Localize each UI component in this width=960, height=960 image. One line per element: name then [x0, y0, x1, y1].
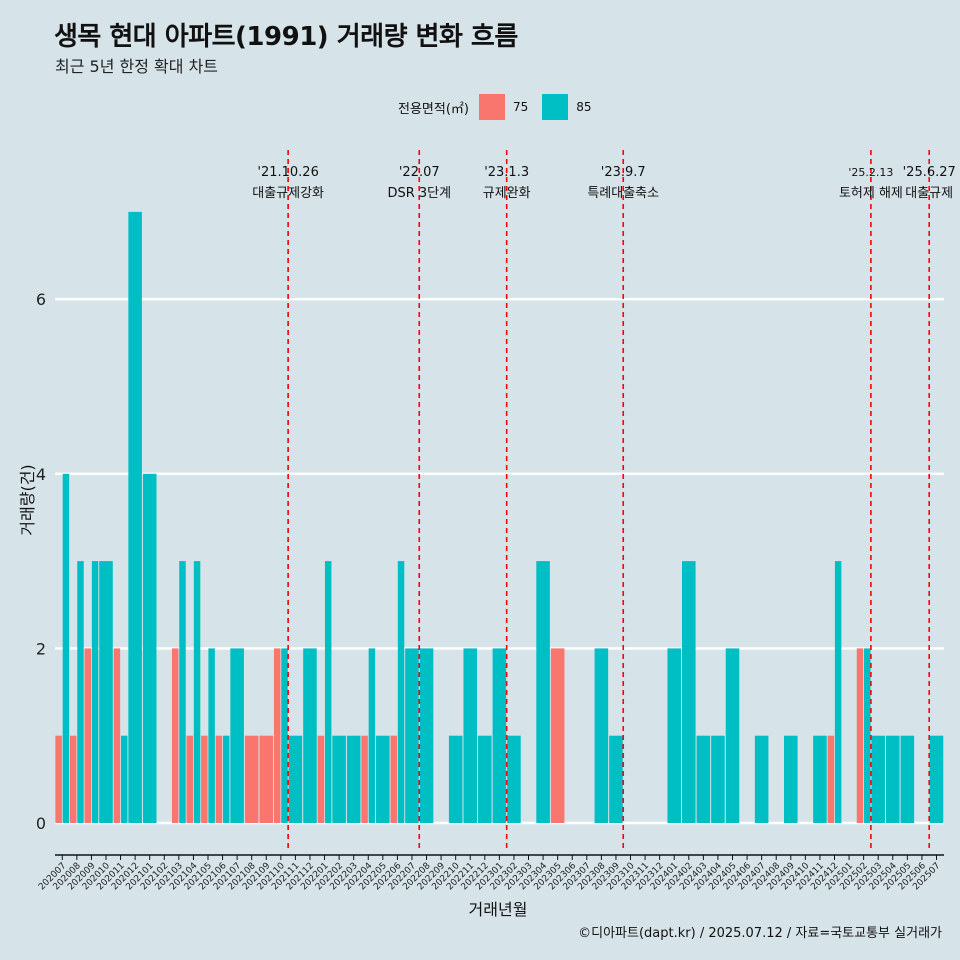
- bar-202504-85: [885, 735, 900, 823]
- event-date-1: '22.07: [399, 165, 440, 180]
- bar-202503-85: [871, 735, 885, 823]
- event-label-3: 특례대출축소: [587, 186, 659, 201]
- bar-202009-75: [84, 648, 92, 823]
- bar-202201-75: [317, 735, 325, 823]
- bar-202104-75: [186, 735, 194, 823]
- bar-202405-85: [725, 648, 740, 823]
- legend-label-85: 85: [576, 100, 592, 114]
- event-date-3: '23.9.7: [601, 165, 646, 180]
- bar-202103-75: [171, 648, 179, 823]
- bar-202212-85: [478, 735, 492, 823]
- y-tick-label-0: 0: [36, 814, 46, 833]
- bar-202008-85: [77, 561, 84, 823]
- bar-202205-85: [376, 735, 390, 823]
- bar-202206-85: [397, 561, 405, 823]
- bar-202301-85: [492, 648, 507, 823]
- legend: 전용면적(㎡) 75 85: [398, 92, 606, 122]
- bar-202008-75: [69, 735, 77, 823]
- event-date-4: '25.2.13: [848, 166, 893, 179]
- bar-202202-85: [332, 735, 346, 823]
- chart-title: 생목 현대 아파트(1991) 거래량 변화 흐름: [54, 22, 518, 52]
- bar-202111-85: [288, 735, 303, 823]
- y-axis-title: 거래량(건): [18, 464, 37, 535]
- y-tick-label-2: 2: [36, 639, 46, 658]
- y-tick-label-4: 4: [36, 465, 46, 484]
- bar-202010-85: [99, 561, 113, 823]
- source-caption: ©디아파트(dapt.kr) / 2025.07.12 / 자료=국토교통부 실…: [578, 926, 942, 941]
- bar-202502-85: [864, 648, 871, 823]
- bar-202502-75: [856, 648, 864, 823]
- bar-202112-85: [303, 648, 317, 823]
- bar-202108-75: [244, 735, 259, 823]
- bar-202201-85: [324, 561, 332, 823]
- bar-202304-85: [536, 561, 550, 823]
- event-label-5: 대출규제: [905, 186, 953, 201]
- bar-202404-85: [711, 735, 725, 823]
- bar-202012-85: [128, 211, 142, 823]
- event-label-2: 규제완화: [483, 186, 531, 201]
- y-tick-label-6: 6: [36, 290, 46, 309]
- bar-202204-85: [368, 648, 376, 823]
- bar-202302-85: [507, 735, 521, 823]
- bar-202206-75: [390, 735, 397, 823]
- bar-202009-85: [91, 561, 99, 823]
- bar-202110-85: [281, 648, 288, 823]
- bar-202409-85: [784, 735, 798, 823]
- bar-202204-75: [361, 735, 368, 823]
- bar-202101-85: [142, 473, 157, 823]
- bar-202305-75: [550, 648, 565, 823]
- bar-202110-75: [273, 648, 281, 823]
- event-date-0: '21.10.26: [257, 165, 318, 180]
- bar-202412-85: [834, 561, 842, 823]
- event-date-5: '25.6.27: [903, 165, 956, 180]
- legend-label-75: 75: [512, 100, 529, 114]
- bar-202402-85: [682, 561, 696, 823]
- bar-202407-85: [754, 735, 769, 823]
- bar-202007-85: [62, 473, 70, 823]
- bar-202308-85: [594, 648, 609, 823]
- x-axis-title: 거래년월: [469, 900, 528, 919]
- bar-202211-85: [463, 648, 478, 823]
- bar-202109-75: [259, 735, 274, 823]
- bar-202105-85: [208, 648, 215, 823]
- bar-202207-85: [405, 648, 419, 823]
- bar-202507-85: [929, 735, 944, 823]
- bar-202401-85: [667, 648, 682, 823]
- legend-key-75: [478, 94, 505, 120]
- bar-202203-85: [346, 735, 361, 823]
- bar-202309-85: [609, 735, 623, 823]
- bar-202011-85: [120, 735, 128, 823]
- bar-202505-85: [900, 735, 915, 823]
- event-label-1: DSR 3단계: [387, 186, 451, 201]
- bar-202403-85: [696, 735, 711, 823]
- legend-title: 전용면적(㎡): [398, 101, 469, 117]
- chart-subtitle: 최근 5년 한정 확대 차트: [55, 57, 219, 76]
- event-date-2: '23.1.3: [484, 165, 529, 180]
- bar-202106-85: [222, 735, 230, 823]
- bar-202412-75: [827, 735, 835, 823]
- legend-key-85: [542, 94, 569, 120]
- bar-202011-75: [113, 648, 121, 823]
- bar-202107-85: [230, 648, 244, 823]
- bar-202103-85: [179, 561, 186, 823]
- bar-202007-75: [55, 735, 62, 823]
- bar-202105-75: [201, 735, 208, 823]
- bar-202411-85: [813, 735, 827, 823]
- bar-202210-85: [448, 735, 463, 823]
- event-label-4: 토허제 해제: [839, 186, 903, 201]
- event-label-0: 대출규제강화: [252, 186, 324, 201]
- bar-202104-85: [193, 561, 201, 823]
- bar-202208-85: [419, 648, 434, 823]
- bar-202106-75: [215, 735, 223, 823]
